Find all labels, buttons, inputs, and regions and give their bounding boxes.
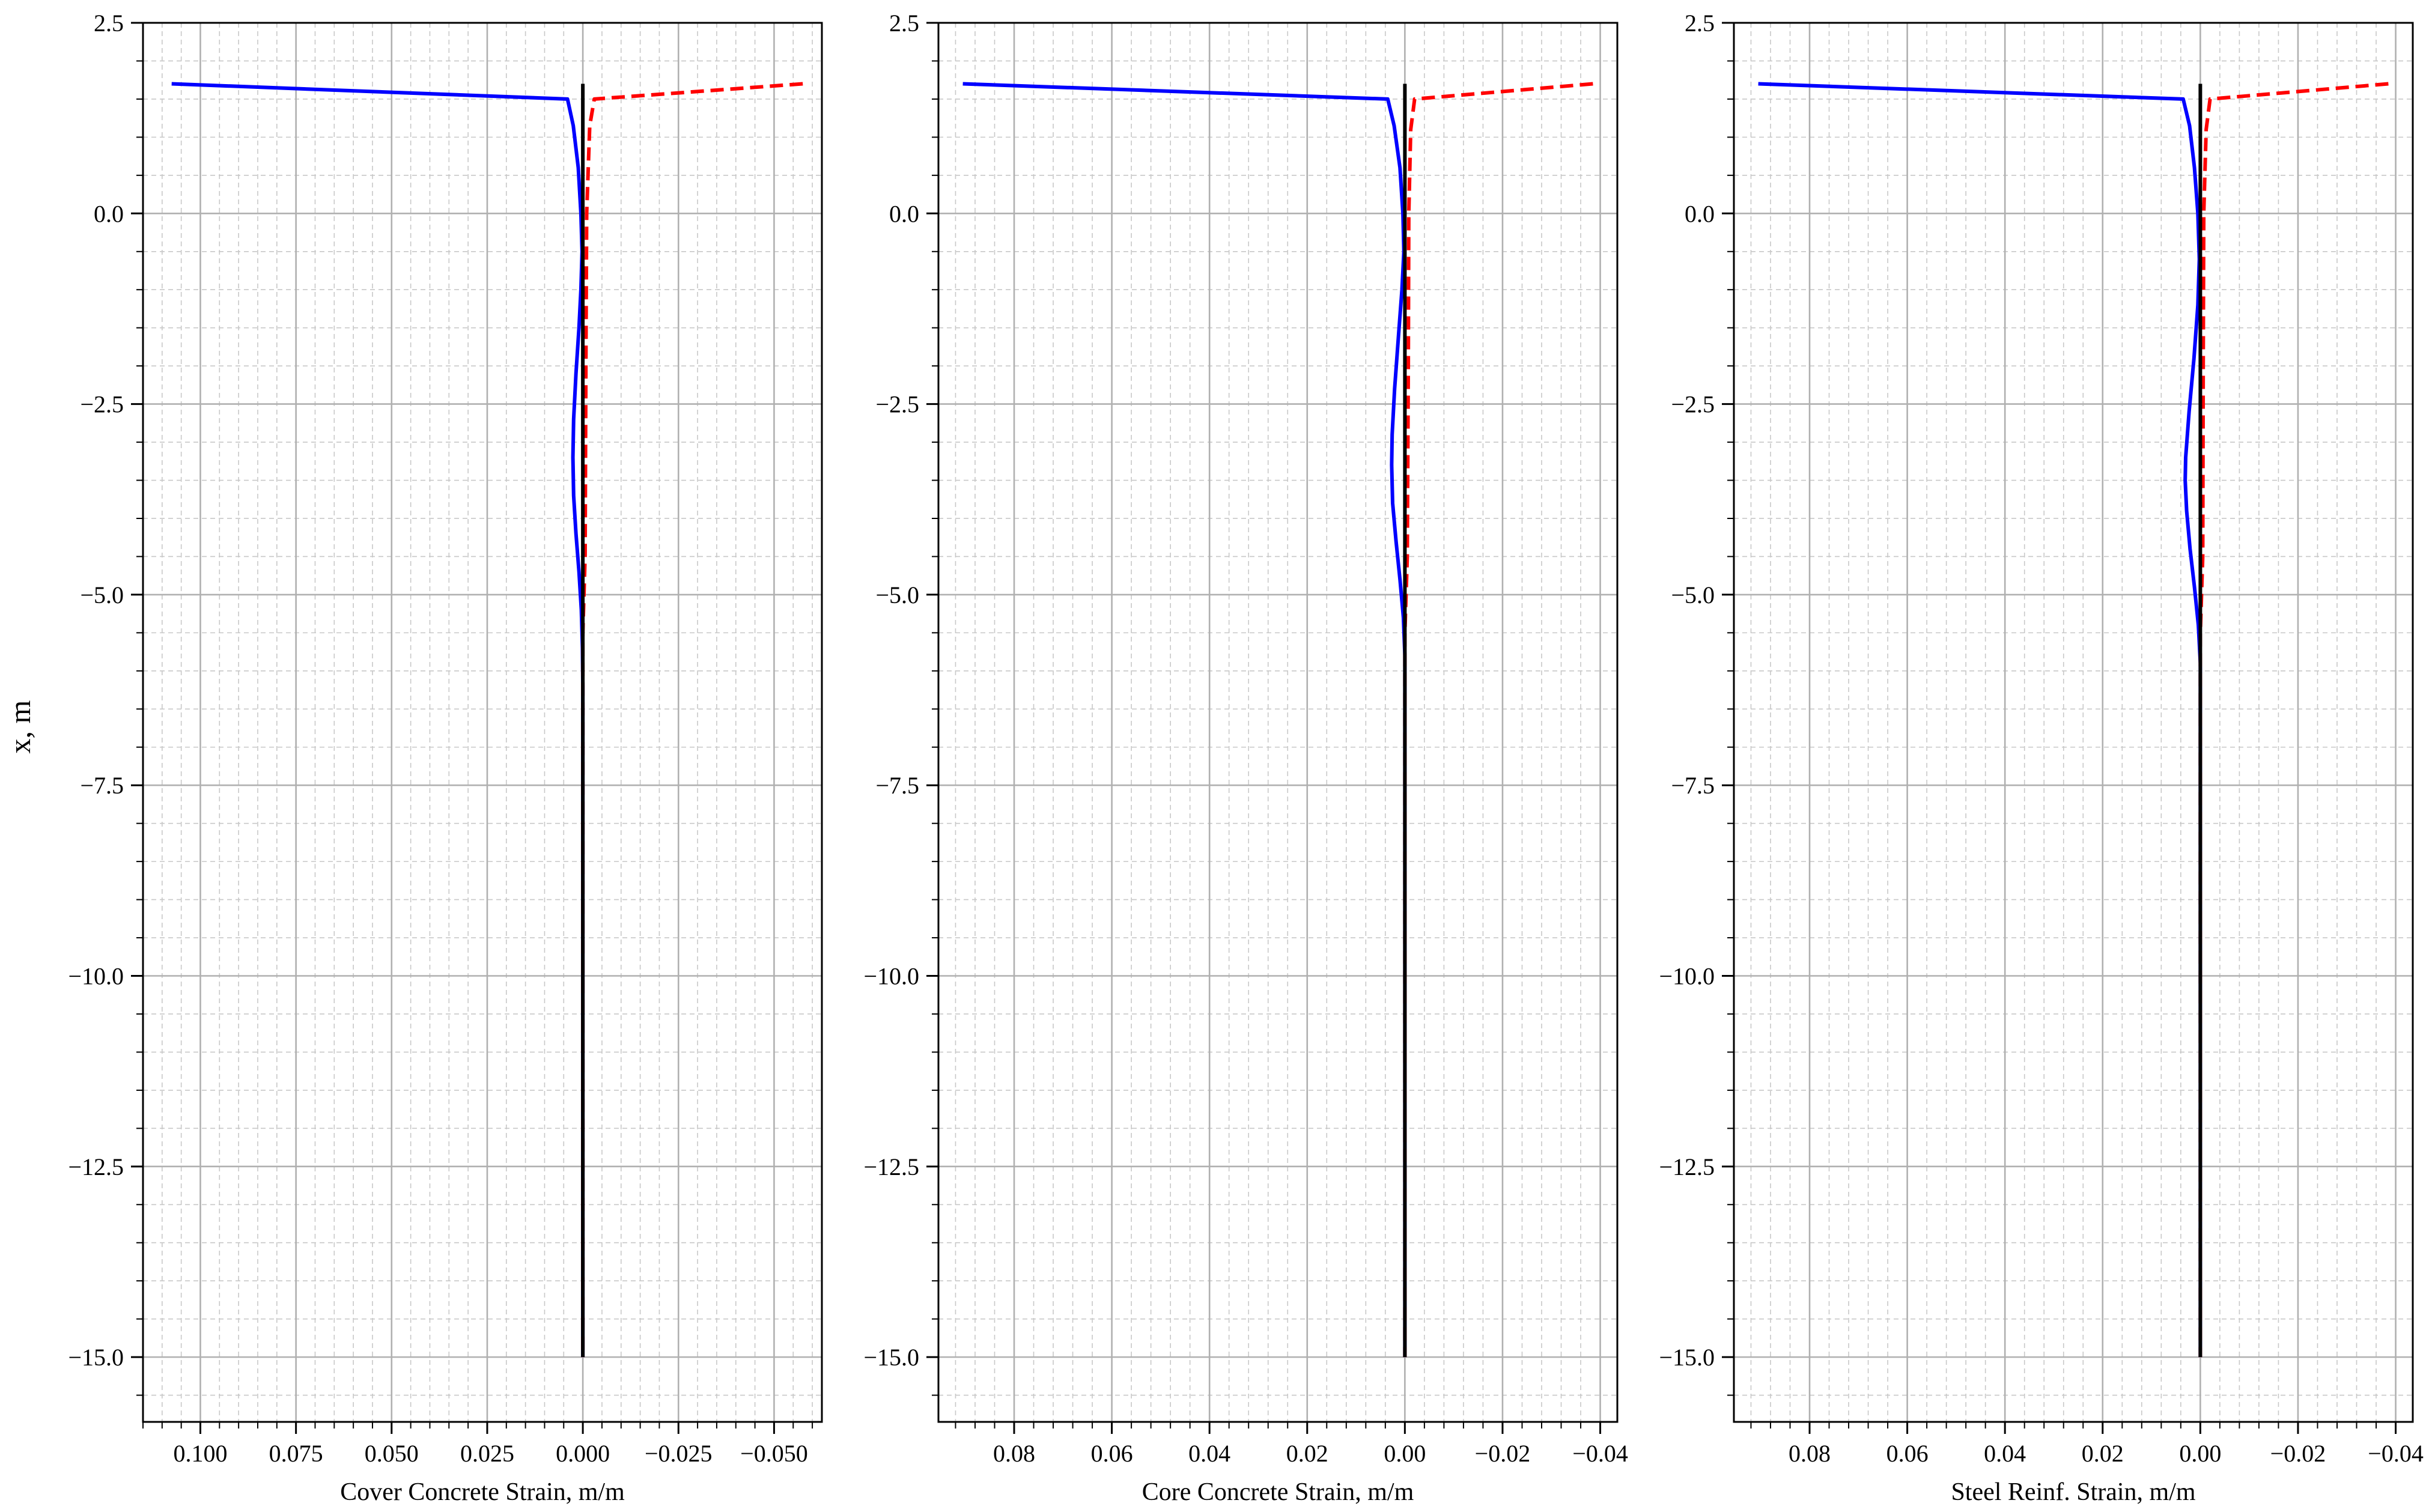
x-tick-label: 0.08 — [1789, 1440, 1831, 1467]
x-tick-label: 0.04 — [1984, 1440, 2026, 1467]
y-tick-label: −10.0 — [68, 963, 124, 990]
y-tick-label: −2.5 — [875, 391, 919, 418]
y-tick-label: 0.0 — [94, 200, 124, 227]
y-tick-label: 0.0 — [1685, 200, 1715, 227]
axes-frame — [142, 22, 823, 1423]
x-tick-label: 0.08 — [993, 1440, 1035, 1467]
x-axis-label: Steel Reinf. Strain, m/m — [1951, 1478, 2195, 1506]
shared-y-axis-label: x, m — [3, 700, 37, 753]
x-tick-label: −0.050 — [740, 1440, 808, 1467]
chart-panel-3: 0.08 0.06 0.04 0.02 0.00 −0.02 −0.04 2.5 0.0 −2.5… — [1659, 10, 2423, 1506]
x-tick-label: −0.025 — [645, 1440, 713, 1467]
x-tick-label: −0.02 — [1475, 1440, 1531, 1467]
y-tick-label: 2.5 — [94, 10, 124, 37]
chart-panel-1: 0.100 0.075 0.050 0.025 0.000 −0.025 −0.050 2.5… — [68, 10, 823, 1506]
y-tick-label: −5.0 — [80, 581, 124, 609]
y-tick-label: −12.5 — [1659, 1153, 1715, 1180]
y-tick-label: −12.5 — [863, 1153, 919, 1180]
y-tick-label: −7.5 — [1671, 772, 1715, 799]
x-tick-label: 0.06 — [1091, 1440, 1133, 1467]
x-tick-label: 0.06 — [1886, 1440, 1929, 1467]
x-tick-label: −0.04 — [1572, 1440, 1628, 1467]
x-tick-label: 0.04 — [1188, 1440, 1230, 1467]
y-tick-label: −15.0 — [68, 1344, 124, 1371]
y-tick-label: 0.0 — [889, 200, 919, 227]
axes-frame — [1733, 22, 2414, 1423]
y-tick-label: −10.0 — [1659, 963, 1715, 990]
series-tension-line — [581, 82, 803, 1358]
axes-frame — [937, 22, 1619, 1423]
x-axis-label: Cover Concrete Strain, m/m — [340, 1478, 625, 1506]
y-tick-label: 2.5 — [1685, 10, 1715, 37]
y-tick-label: −2.5 — [1671, 391, 1715, 418]
x-tick-label: −0.04 — [2368, 1440, 2424, 1467]
y-tick-label: −12.5 — [68, 1153, 124, 1180]
y-tick-label: −2.5 — [80, 391, 124, 418]
x-tick-label: 0.025 — [460, 1440, 514, 1467]
y-tick-label: −10.0 — [863, 963, 919, 990]
x-tick-label: −0.02 — [2270, 1440, 2326, 1467]
y-tick-label: −15.0 — [863, 1344, 919, 1371]
x-tick-label: 0.000 — [556, 1440, 610, 1467]
y-tick-label: −15.0 — [1659, 1344, 1715, 1371]
x-tick-label: 0.00 — [1384, 1440, 1426, 1467]
x-tick-label: 0.050 — [365, 1440, 419, 1467]
x-tick-label: 0.075 — [269, 1440, 323, 1467]
y-tick-label: −5.0 — [1671, 581, 1715, 609]
x-tick-label: 0.02 — [1286, 1440, 1328, 1467]
series-compression-line — [962, 82, 1407, 1358]
y-tick-label: 2.5 — [889, 10, 919, 37]
series-compression-line — [1758, 82, 2202, 1358]
x-tick-label: 0.100 — [173, 1440, 227, 1467]
y-tick-label: −7.5 — [80, 772, 124, 799]
x-tick-label: 0.00 — [2179, 1440, 2221, 1467]
y-tick-label: −5.0 — [875, 581, 919, 609]
y-tick-label: −7.5 — [875, 772, 919, 799]
x-tick-label: 0.02 — [2082, 1440, 2124, 1467]
x-axis-label: Core Concrete Strain, m/m — [1142, 1478, 1414, 1506]
chart-panel-2: 0.08 0.06 0.04 0.02 0.00 −0.02 −0.04 2.5 0.0 −2.5… — [863, 10, 1628, 1506]
subplot-panels: 0.100 0.075 0.050 0.025 0.000 −0.025 −0.050 2.5… — [68, 10, 2423, 1506]
